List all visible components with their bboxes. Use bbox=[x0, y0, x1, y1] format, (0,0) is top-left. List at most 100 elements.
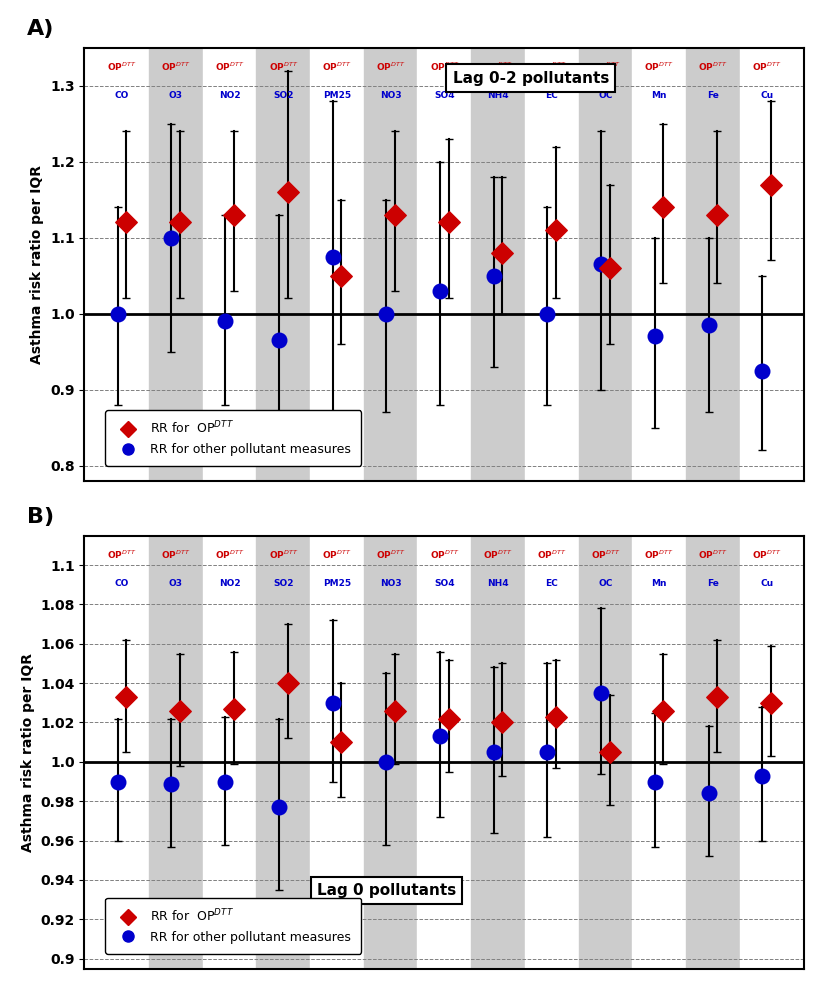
Point bbox=[487, 744, 500, 760]
Text: OP$^{DTT}$: OP$^{DTT}$ bbox=[268, 548, 298, 561]
Bar bbox=[149, 536, 203, 968]
Text: O3: O3 bbox=[169, 91, 183, 100]
Bar bbox=[417, 48, 471, 481]
Text: OP$^{DTT}$: OP$^{DTT}$ bbox=[323, 60, 351, 73]
Bar bbox=[95, 536, 149, 968]
Text: OP$^{DTT}$: OP$^{DTT}$ bbox=[483, 548, 512, 561]
Bar bbox=[632, 48, 686, 481]
Point bbox=[603, 744, 616, 760]
Point bbox=[657, 703, 670, 719]
Point bbox=[280, 675, 294, 691]
Text: Lag 0-2 pollutants: Lag 0-2 pollutants bbox=[452, 70, 609, 85]
Text: SO2: SO2 bbox=[273, 579, 294, 588]
Text: B): B) bbox=[27, 507, 54, 527]
Point bbox=[487, 267, 500, 283]
Point bbox=[442, 711, 455, 727]
Text: PM25: PM25 bbox=[323, 579, 351, 588]
Point bbox=[227, 701, 240, 717]
Point bbox=[496, 245, 509, 260]
Text: O3: O3 bbox=[169, 579, 183, 588]
Text: SO4: SO4 bbox=[434, 579, 455, 588]
Point bbox=[541, 306, 554, 322]
Text: OP$^{DTT}$: OP$^{DTT}$ bbox=[161, 548, 191, 561]
Text: OP$^{DTT}$: OP$^{DTT}$ bbox=[376, 60, 405, 73]
Bar bbox=[686, 48, 740, 481]
Text: OP$^{DTT}$: OP$^{DTT}$ bbox=[752, 548, 781, 561]
Text: Fe: Fe bbox=[707, 579, 719, 588]
Text: OP$^{DTT}$: OP$^{DTT}$ bbox=[161, 60, 191, 73]
Point bbox=[764, 176, 777, 192]
Text: Mn: Mn bbox=[652, 579, 667, 588]
Text: OP$^{DTT}$: OP$^{DTT}$ bbox=[107, 60, 137, 73]
Point bbox=[595, 256, 608, 272]
Text: OP$^{DTT}$: OP$^{DTT}$ bbox=[591, 548, 620, 561]
Bar bbox=[364, 48, 417, 481]
Text: OP$^{DTT}$: OP$^{DTT}$ bbox=[268, 60, 298, 73]
Point bbox=[710, 207, 724, 223]
Text: OP$^{DTT}$: OP$^{DTT}$ bbox=[107, 548, 137, 561]
Text: PM25: PM25 bbox=[323, 91, 351, 100]
Point bbox=[173, 703, 186, 719]
Point bbox=[120, 215, 133, 231]
Point bbox=[173, 215, 186, 231]
Text: NO3: NO3 bbox=[380, 91, 402, 100]
Text: NH4: NH4 bbox=[488, 91, 509, 100]
Y-axis label: Asthma risk ratio per IQR: Asthma risk ratio per IQR bbox=[31, 164, 45, 363]
Point bbox=[657, 199, 670, 215]
Bar bbox=[578, 48, 632, 481]
Bar bbox=[95, 48, 149, 481]
Bar bbox=[740, 536, 794, 968]
Bar bbox=[203, 536, 257, 968]
Point bbox=[227, 207, 240, 223]
Point bbox=[549, 709, 563, 725]
Point bbox=[702, 317, 715, 333]
Text: SO4: SO4 bbox=[434, 91, 455, 100]
Point bbox=[702, 785, 715, 801]
Bar bbox=[364, 536, 417, 968]
Bar bbox=[525, 48, 578, 481]
Point bbox=[111, 306, 125, 322]
Text: OP$^{DTT}$: OP$^{DTT}$ bbox=[323, 548, 351, 561]
Y-axis label: Asthma risk ratio per IQR: Asthma risk ratio per IQR bbox=[21, 652, 35, 851]
Text: Cu: Cu bbox=[760, 91, 773, 100]
Text: OP$^{DTT}$: OP$^{DTT}$ bbox=[752, 60, 781, 73]
Text: CO: CO bbox=[115, 579, 130, 588]
Bar bbox=[257, 536, 310, 968]
Point bbox=[710, 689, 724, 705]
Text: OP$^{DTT}$: OP$^{DTT}$ bbox=[214, 60, 244, 73]
Text: OP$^{DTT}$: OP$^{DTT}$ bbox=[483, 60, 512, 73]
Text: EC: EC bbox=[545, 579, 559, 588]
Point bbox=[603, 260, 616, 276]
Point bbox=[335, 735, 348, 750]
Point bbox=[595, 685, 608, 701]
Text: NO2: NO2 bbox=[219, 91, 240, 100]
Bar bbox=[203, 48, 257, 481]
Text: NO2: NO2 bbox=[219, 579, 240, 588]
Point bbox=[756, 767, 769, 783]
Bar bbox=[471, 536, 525, 968]
Point bbox=[219, 314, 232, 330]
Text: Fe: Fe bbox=[707, 91, 719, 100]
Bar bbox=[471, 48, 525, 481]
Point bbox=[165, 775, 178, 791]
Point bbox=[496, 715, 509, 731]
Point bbox=[549, 222, 563, 238]
Point bbox=[433, 729, 446, 744]
Point bbox=[326, 695, 339, 711]
Bar bbox=[686, 536, 740, 968]
Point bbox=[380, 306, 393, 322]
Point bbox=[272, 333, 285, 348]
Bar bbox=[310, 536, 364, 968]
Text: OC: OC bbox=[598, 91, 613, 100]
Point bbox=[433, 283, 446, 299]
Text: OP$^{DTT}$: OP$^{DTT}$ bbox=[537, 548, 567, 561]
Point bbox=[335, 267, 348, 283]
Text: A): A) bbox=[27, 19, 54, 39]
Legend: RR for  OP$^{DTT}$, RR for other pollutant measures: RR for OP$^{DTT}$, RR for other pollutan… bbox=[105, 410, 361, 466]
Bar bbox=[632, 536, 686, 968]
Bar bbox=[310, 48, 364, 481]
Bar bbox=[578, 536, 632, 968]
Point bbox=[442, 215, 455, 231]
Text: OP$^{DTT}$: OP$^{DTT}$ bbox=[591, 60, 620, 73]
Point bbox=[389, 207, 402, 223]
